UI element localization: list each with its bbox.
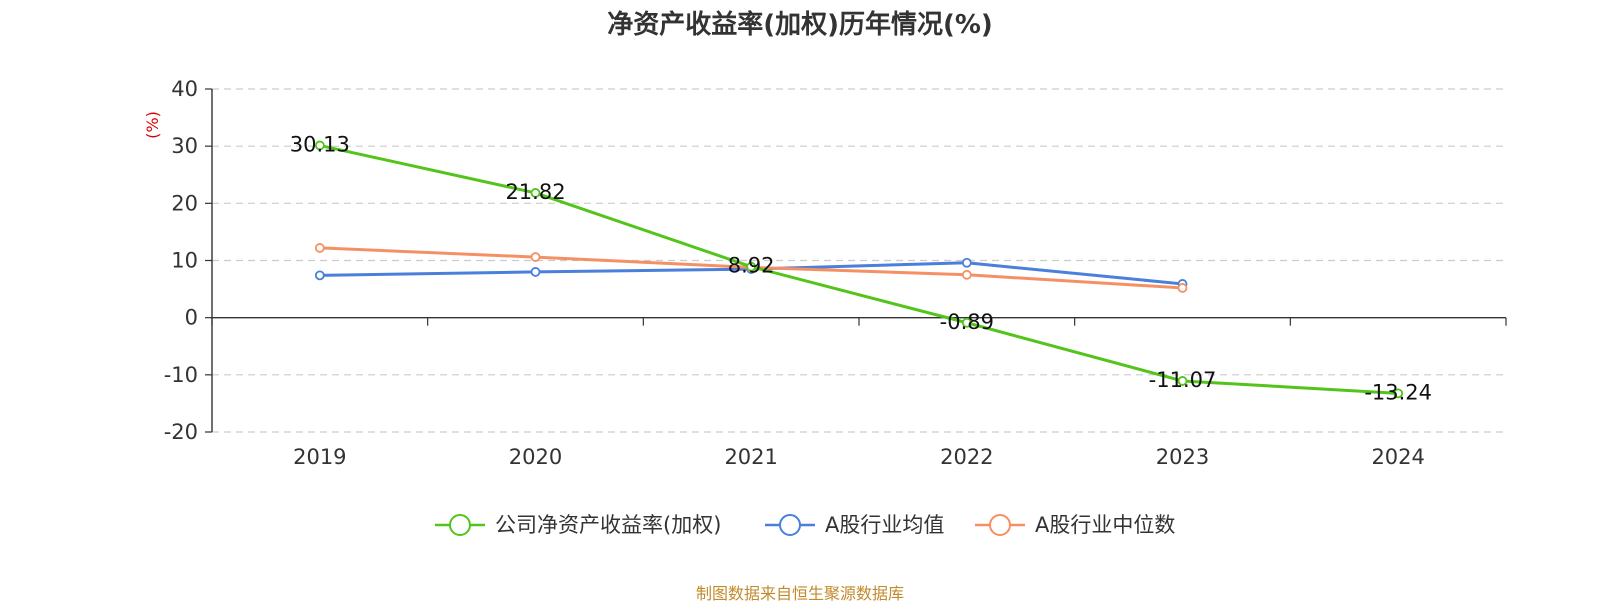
data-label: -0.89 [940, 310, 994, 334]
legend-label: A股行业均值 [825, 513, 944, 537]
data-point [746, 261, 757, 272]
y-axis-unit-label: (%) [143, 111, 162, 139]
y-tick-label: -20 [164, 420, 198, 444]
source-note: 制图数据来自恒生聚源数据库 [695, 584, 904, 603]
data-point [961, 317, 972, 328]
data-point [530, 267, 541, 277]
legend-marker-icon [779, 514, 801, 536]
data-point [314, 243, 325, 253]
legend-marker-icon [449, 514, 471, 536]
data-label: -11.07 [1149, 368, 1217, 392]
x-tick-label-2020: 2020 [509, 445, 562, 469]
data-labels: 30.13 21.82 8.92 -0.89 -11.07 -13.24 [290, 132, 1432, 404]
x-tick-label-2019: 2019 [293, 445, 346, 469]
legend-label: A股行业中位数 [1035, 513, 1175, 537]
x-tick-label-2022: 2022 [940, 445, 993, 469]
data-point [314, 140, 325, 151]
data-point [530, 252, 541, 262]
data-point [314, 270, 325, 281]
data-label: 30.13 [290, 132, 350, 156]
y-tick-label: 0 [185, 306, 198, 330]
data-point [961, 257, 972, 268]
y-tick-label: 20 [171, 191, 198, 215]
x-tick-label-2021: 2021 [724, 445, 777, 469]
data-label: 21.82 [505, 180, 565, 204]
series-lines [314, 140, 1404, 399]
y-tick-label: 10 [171, 249, 198, 273]
grid-lines [212, 88, 1506, 433]
legend[interactable]: 公司净资产收益率(加权) A股行业均值 A股行业中位数 [435, 513, 1175, 537]
data-point [1177, 376, 1188, 386]
x-tick-label-2024: 2024 [1371, 445, 1424, 469]
data-point [530, 188, 541, 198]
data-label: -13.24 [1364, 380, 1432, 404]
series-line-0 [319, 143, 1399, 395]
y-tick-label: 30 [171, 134, 198, 158]
data-point [1177, 283, 1188, 293]
data-point [961, 269, 972, 280]
x-tick-label-2023: 2023 [1156, 445, 1209, 469]
data-label: 8.92 [728, 254, 775, 278]
legend-label: 公司净资产收益率(加权) [495, 513, 721, 537]
legend-item-2[interactable]: A股行业中位数 [975, 513, 1175, 537]
y-tick-label: -10 [164, 363, 198, 387]
data-point [1393, 388, 1404, 399]
legend-item-1[interactable]: A股行业均值 [765, 513, 944, 537]
chart-title: 净资产收益率(加权)历年情况(%) [607, 10, 993, 40]
legend-marker-icon [989, 514, 1011, 536]
legend-item-0[interactable]: 公司净资产收益率(加权) [435, 513, 721, 537]
axes: 40 30 20 10 0 -10 -20 2019 2020 2021 2022 2023 2024 [164, 77, 1507, 469]
y-tick-label: 40 [171, 77, 198, 101]
